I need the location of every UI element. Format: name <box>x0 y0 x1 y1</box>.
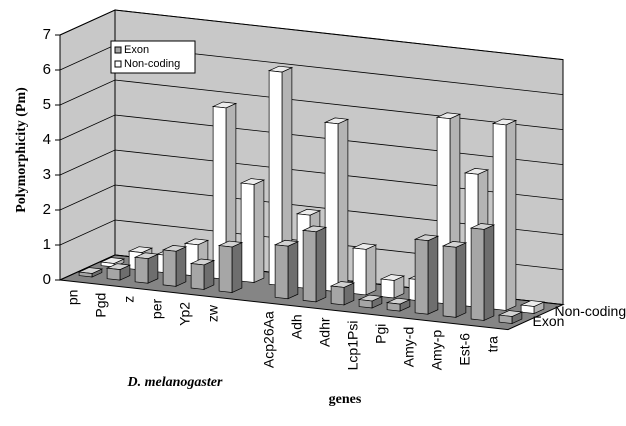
bar <box>351 243 378 296</box>
x-tick-label: Adhr <box>317 317 333 347</box>
bar-front <box>274 244 289 300</box>
bar <box>217 240 244 294</box>
bar <box>211 101 238 280</box>
bar-front <box>492 123 507 311</box>
bar <box>497 310 524 325</box>
x-tick-label: per <box>149 299 165 320</box>
bar-front <box>520 304 535 314</box>
bar-side <box>147 253 159 284</box>
grid-line <box>59 184 564 235</box>
grid-line <box>59 114 564 165</box>
bar-front <box>302 229 317 303</box>
grid-line <box>59 9 564 60</box>
bar <box>491 118 518 311</box>
bar-side <box>505 119 517 311</box>
bar <box>239 178 266 284</box>
bar-front <box>134 256 149 284</box>
grid-line <box>59 79 564 130</box>
x-tick-label: Lcp1Psi <box>345 321 361 371</box>
bar-front <box>352 247 367 296</box>
bar <box>385 297 412 312</box>
legend-label: Exon <box>124 44 149 56</box>
x-tick-label: z <box>121 296 137 303</box>
y-tick-label: 5 <box>43 96 51 113</box>
y-tick-label: 3 <box>43 166 51 183</box>
x-tick-label: Yp2 <box>177 302 193 326</box>
bar <box>413 234 440 315</box>
bar-side <box>427 235 439 315</box>
x-tick-label: tra <box>485 336 501 353</box>
bar-side <box>175 246 187 287</box>
x-axis-title: D. melanogaster <box>127 375 223 390</box>
bar-side <box>483 224 495 321</box>
bar <box>133 252 160 284</box>
bar-side <box>253 179 265 284</box>
bar-front <box>442 245 457 318</box>
bar-side <box>203 259 215 290</box>
x-tick-label: Est-6 <box>457 333 473 366</box>
x-tick-label: Pgd <box>93 293 109 318</box>
bar <box>441 241 468 318</box>
bar-front <box>162 249 177 287</box>
bar-front <box>470 227 485 321</box>
x-tick-label: Pgi <box>373 324 389 344</box>
bar-front <box>106 267 121 281</box>
x-tick-label: Amy-p <box>429 330 445 371</box>
bar <box>189 258 216 290</box>
bar-front <box>386 302 401 312</box>
y-tick-label: 1 <box>43 236 51 253</box>
bar <box>519 300 546 315</box>
bar-front <box>240 182 255 283</box>
bar-front <box>330 285 345 306</box>
x-tick-label: Amy-d <box>401 327 417 367</box>
bar-front <box>218 245 233 293</box>
y-axis-title: Polymorphicity (Pm) <box>14 87 29 213</box>
bar <box>105 263 132 281</box>
bar-side <box>337 118 349 293</box>
y-tick-label: 2 <box>43 201 51 218</box>
bar <box>77 267 104 278</box>
legend-swatch <box>114 46 122 54</box>
x-tick-label: zw <box>205 304 221 322</box>
y-tick-label: 7 <box>43 26 51 43</box>
bar <box>379 274 406 299</box>
depth-label: Exon <box>533 313 565 329</box>
x-tick-label: Adh <box>289 314 305 339</box>
bar <box>469 223 496 321</box>
x-tick-label: pn <box>65 290 81 306</box>
bar-front <box>380 278 395 299</box>
side-wall <box>59 9 116 281</box>
depth-label: Non-coding <box>555 303 626 319</box>
bar-front <box>358 299 373 309</box>
bar <box>329 281 356 306</box>
bar <box>161 245 188 287</box>
y-tick-label: 4 <box>43 131 51 148</box>
bar-front <box>498 314 513 324</box>
bar <box>301 225 328 303</box>
bar-side <box>315 226 327 303</box>
x-axis-title: genes <box>329 392 362 407</box>
bar-side <box>287 241 299 300</box>
bar-front <box>324 121 339 293</box>
bar <box>357 294 384 309</box>
y-tick-label: 0 <box>43 271 51 288</box>
bar-side <box>455 242 467 318</box>
bar-front <box>78 271 93 278</box>
bar-front <box>414 238 429 315</box>
bar <box>273 239 300 300</box>
legend-box <box>110 40 196 74</box>
y-tick-label: 6 <box>43 61 51 78</box>
grid-line <box>59 149 564 200</box>
bar-side <box>365 244 377 296</box>
grid-line <box>59 219 564 270</box>
legend-swatch <box>114 60 122 68</box>
x-tick-label: Acp26Aa <box>261 311 277 368</box>
bar-front <box>190 263 205 290</box>
legend-label: Non-coding <box>124 58 180 70</box>
bar-side <box>231 241 243 294</box>
bar <box>267 65 294 287</box>
bar <box>323 117 350 293</box>
bar-front <box>100 261 115 268</box>
